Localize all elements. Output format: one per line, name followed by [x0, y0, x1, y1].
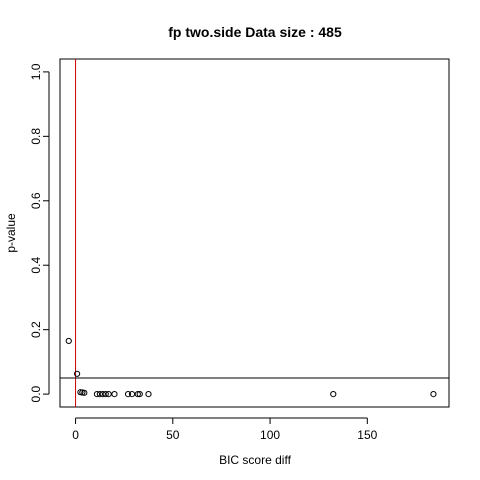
data-point — [74, 370, 81, 377]
data-point — [93, 391, 101, 398]
y-tick-label: 0.6 — [29, 192, 43, 209]
x-tick-label: 150 — [357, 428, 377, 442]
data-point — [65, 337, 72, 345]
y-tick-label: 0.2 — [29, 321, 43, 338]
x-tick-label: 50 — [166, 428, 180, 442]
y-tick-label: 0.4 — [29, 257, 43, 274]
plot-area: 0 50 100 150 0.0 0.2 0.4 0.6 0.8 1.0 — [29, 58, 450, 442]
plot-frame — [59, 58, 450, 408]
data-point — [430, 391, 437, 398]
data-point — [145, 391, 152, 398]
data-point — [105, 391, 112, 398]
y-tick-label: 0.8 — [29, 128, 43, 145]
data-point — [128, 391, 136, 398]
data-point — [136, 391, 143, 398]
data-point — [330, 391, 337, 398]
data-point — [81, 389, 88, 396]
data-point — [102, 391, 109, 398]
y-tick-label: 0.0 — [29, 385, 43, 402]
data-point — [134, 391, 141, 398]
x-tick-label: 0 — [72, 428, 79, 442]
data-point — [111, 391, 118, 398]
y-axis-label: p-value — [4, 213, 18, 253]
chart-title: fp two.side Data size : 485 — [168, 24, 342, 40]
x-tick-label: 100 — [260, 428, 280, 442]
data-point — [124, 391, 132, 398]
x-axis-label: BIC score diff — [219, 453, 291, 467]
y-tick-label: 1.0 — [29, 63, 43, 80]
data-point — [99, 391, 106, 398]
data-point — [96, 391, 103, 398]
